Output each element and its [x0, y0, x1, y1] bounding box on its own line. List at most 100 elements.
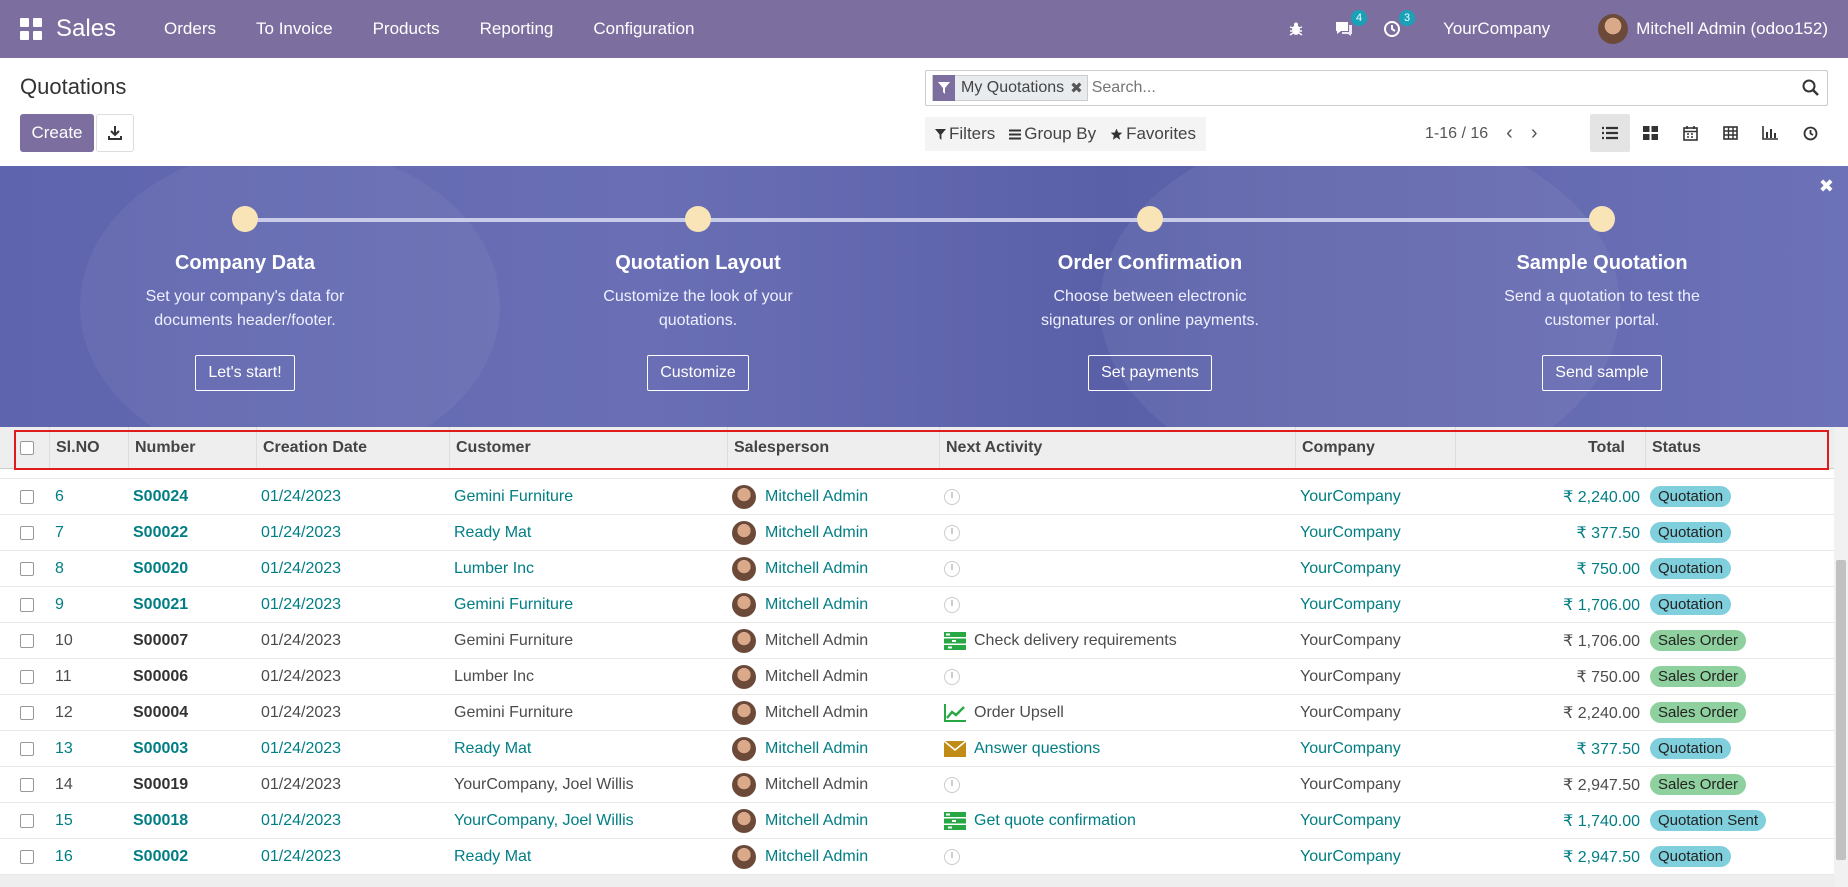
search-icon[interactable]	[1802, 79, 1819, 101]
column-header-customer[interactable]: Customer	[450, 427, 728, 469]
cell-salesperson: Mitchell Admin	[728, 808, 940, 833]
cell-slno: 7	[55, 523, 64, 541]
row-checkbox[interactable]	[20, 525, 34, 540]
chart-line-icon[interactable]	[944, 703, 966, 722]
cell-total: ₹ 2,240.00	[1563, 704, 1640, 722]
row-checkbox[interactable]	[20, 669, 34, 684]
cell-creation-date: 01/24/2023	[261, 811, 342, 829]
row-checkbox[interactable]	[20, 633, 34, 648]
avatar	[732, 484, 756, 509]
company-switcher[interactable]: YourCompany	[1443, 19, 1551, 38]
column-header-number[interactable]: Number	[129, 427, 257, 469]
facet-remove-icon[interactable]: ✖	[1070, 80, 1083, 97]
envelope-icon[interactable]	[944, 740, 966, 758]
apps-menu-icon[interactable]	[20, 18, 42, 40]
close-icon[interactable]: ✖	[1818, 176, 1834, 196]
cell-number: S00022	[133, 523, 189, 541]
table-row[interactable]: 11 S00006 01/24/2023 Lumber Inc Mitchell Adm…	[0, 659, 1834, 695]
customize-button[interactable]: Customize	[647, 355, 749, 391]
cell-creation-date: 01/24/2023	[261, 523, 342, 541]
row-checkbox[interactable]	[20, 705, 34, 720]
app-title[interactable]: Sales	[56, 15, 117, 42]
table-row[interactable]: 8 S00020 01/24/2023 Lumber Inc Mitchell Admi…	[0, 551, 1834, 587]
step-description: Send a quotation to test the customer por…	[1427, 285, 1777, 333]
clock-icon[interactable]	[944, 560, 960, 577]
table-row[interactable]: 6 S00024 01/24/2023 Gemini Furniture Mitchel…	[0, 479, 1834, 515]
list-view-button[interactable]	[1590, 114, 1630, 152]
table-row[interactable]: 16 S00002 01/24/2023 Ready Mat Mitchell Admi…	[0, 839, 1834, 875]
favorites-dropdown[interactable]: Favorites	[1110, 124, 1196, 144]
set-payments-button[interactable]: Set payments	[1088, 355, 1212, 391]
chevron-right-icon[interactable]: ›	[1530, 122, 1538, 144]
column-header-company[interactable]: Company	[1296, 427, 1456, 469]
avatar	[732, 808, 756, 833]
table-row[interactable]: 7 S00022 01/24/2023 Ready Mat Mitchell Admin…	[0, 515, 1834, 551]
clock-icon[interactable]	[944, 668, 960, 685]
user-menu[interactable]: Mitchell Admin (odoo152)	[1598, 14, 1828, 44]
menu-configuration[interactable]: Configuration	[593, 19, 695, 38]
filters-dropdown[interactable]: Filters	[935, 124, 995, 144]
clock-icon[interactable]	[944, 596, 960, 613]
cell-slno: 10	[55, 631, 73, 649]
menu-orders[interactable]: Orders	[164, 19, 217, 38]
send-sample-button[interactable]: Send sample	[1542, 355, 1662, 391]
clock-icon[interactable]	[944, 488, 960, 505]
tasks-icon[interactable]	[944, 631, 966, 650]
activity-badge: 3	[1399, 10, 1416, 26]
create-button[interactable]: Create	[20, 114, 94, 152]
activity-view-button[interactable]	[1790, 114, 1830, 152]
groupby-dropdown[interactable]: Group By	[1009, 124, 1096, 144]
calendar-view-button[interactable]	[1670, 114, 1710, 152]
row-checkbox[interactable]	[20, 849, 34, 864]
clock-icon[interactable]	[944, 776, 960, 793]
tasks-icon[interactable]	[944, 811, 966, 830]
avatar	[732, 736, 756, 761]
row-checkbox[interactable]	[20, 813, 34, 828]
search-input[interactable]	[1091, 79, 1792, 97]
chevron-left-icon[interactable]: ‹	[1506, 122, 1513, 144]
table-row[interactable]: 12 S00004 01/24/2023 Gemini Furniture Mitche…	[0, 695, 1834, 731]
pivot-view-button[interactable]	[1710, 114, 1750, 152]
menu-to-invoice[interactable]: To Invoice	[256, 19, 333, 38]
lets-start-button[interactable]: Let's start!	[195, 355, 295, 391]
activity-clock-icon[interactable]: 3	[1381, 10, 1416, 40]
table-row[interactable]: 13 S00003 01/24/2023 Ready Mat Mitchell Admi…	[0, 731, 1834, 767]
column-header-next-activity[interactable]: Next Activity	[940, 427, 1296, 469]
kanban-view-button[interactable]	[1630, 114, 1670, 152]
scrollbar-thumb[interactable]	[1836, 560, 1846, 860]
column-header-slno[interactable]: Sl.NO	[50, 427, 129, 469]
export-button[interactable]	[96, 114, 134, 152]
row-checkbox[interactable]	[20, 777, 34, 792]
search-facet: My Quotations ✖	[932, 75, 1088, 101]
cell-creation-date: 01/24/2023	[261, 595, 342, 613]
select-all-checkbox[interactable]	[20, 440, 34, 455]
clock-icon[interactable]	[944, 524, 960, 541]
cell-salesperson: Mitchell Admin	[728, 772, 940, 797]
column-header-status[interactable]: Status	[1652, 438, 1701, 456]
table-row[interactable]: 14 S00019 01/24/2023 YourCompany, Joel Will…	[0, 767, 1834, 803]
chat-icon[interactable]: 4	[1333, 10, 1368, 40]
row-checkbox[interactable]	[20, 741, 34, 756]
salesperson-name: Mitchell Admin	[765, 487, 869, 505]
row-checkbox[interactable]	[20, 561, 34, 576]
column-header-total[interactable]: Total	[1456, 427, 1646, 469]
cell-slno: 9	[55, 595, 64, 613]
cell-next-activity	[940, 776, 1296, 793]
menu-products[interactable]: Products	[372, 19, 440, 38]
table-icon	[1722, 126, 1738, 140]
table-row[interactable]: 9 S00021 01/24/2023 Gemini Furniture Mitchel…	[0, 587, 1834, 623]
pager-value[interactable]: 1-16 / 16	[1425, 124, 1489, 142]
graph-view-button[interactable]	[1750, 114, 1790, 152]
column-header-creation-date[interactable]: Creation Date	[257, 427, 450, 469]
bug-icon[interactable]	[1285, 18, 1307, 40]
step-dot	[1589, 206, 1615, 232]
menu-reporting[interactable]: Reporting	[479, 19, 554, 38]
row-checkbox[interactable]	[20, 489, 34, 504]
salesperson-name: Mitchell Admin	[765, 847, 869, 865]
table-row[interactable]: 15 S00018 01/24/2023 YourCompany, Joel Will…	[0, 803, 1834, 839]
systray: 4 3 YourCompany Mitchell Admin (odoo152)	[1259, 0, 1828, 58]
table-row[interactable]: 10 S00007 01/24/2023 Gemini Furniture Mitche…	[0, 623, 1834, 659]
clock-icon[interactable]	[944, 848, 960, 865]
row-checkbox[interactable]	[20, 597, 34, 612]
column-header-salesperson[interactable]: Salesperson	[728, 427, 940, 469]
